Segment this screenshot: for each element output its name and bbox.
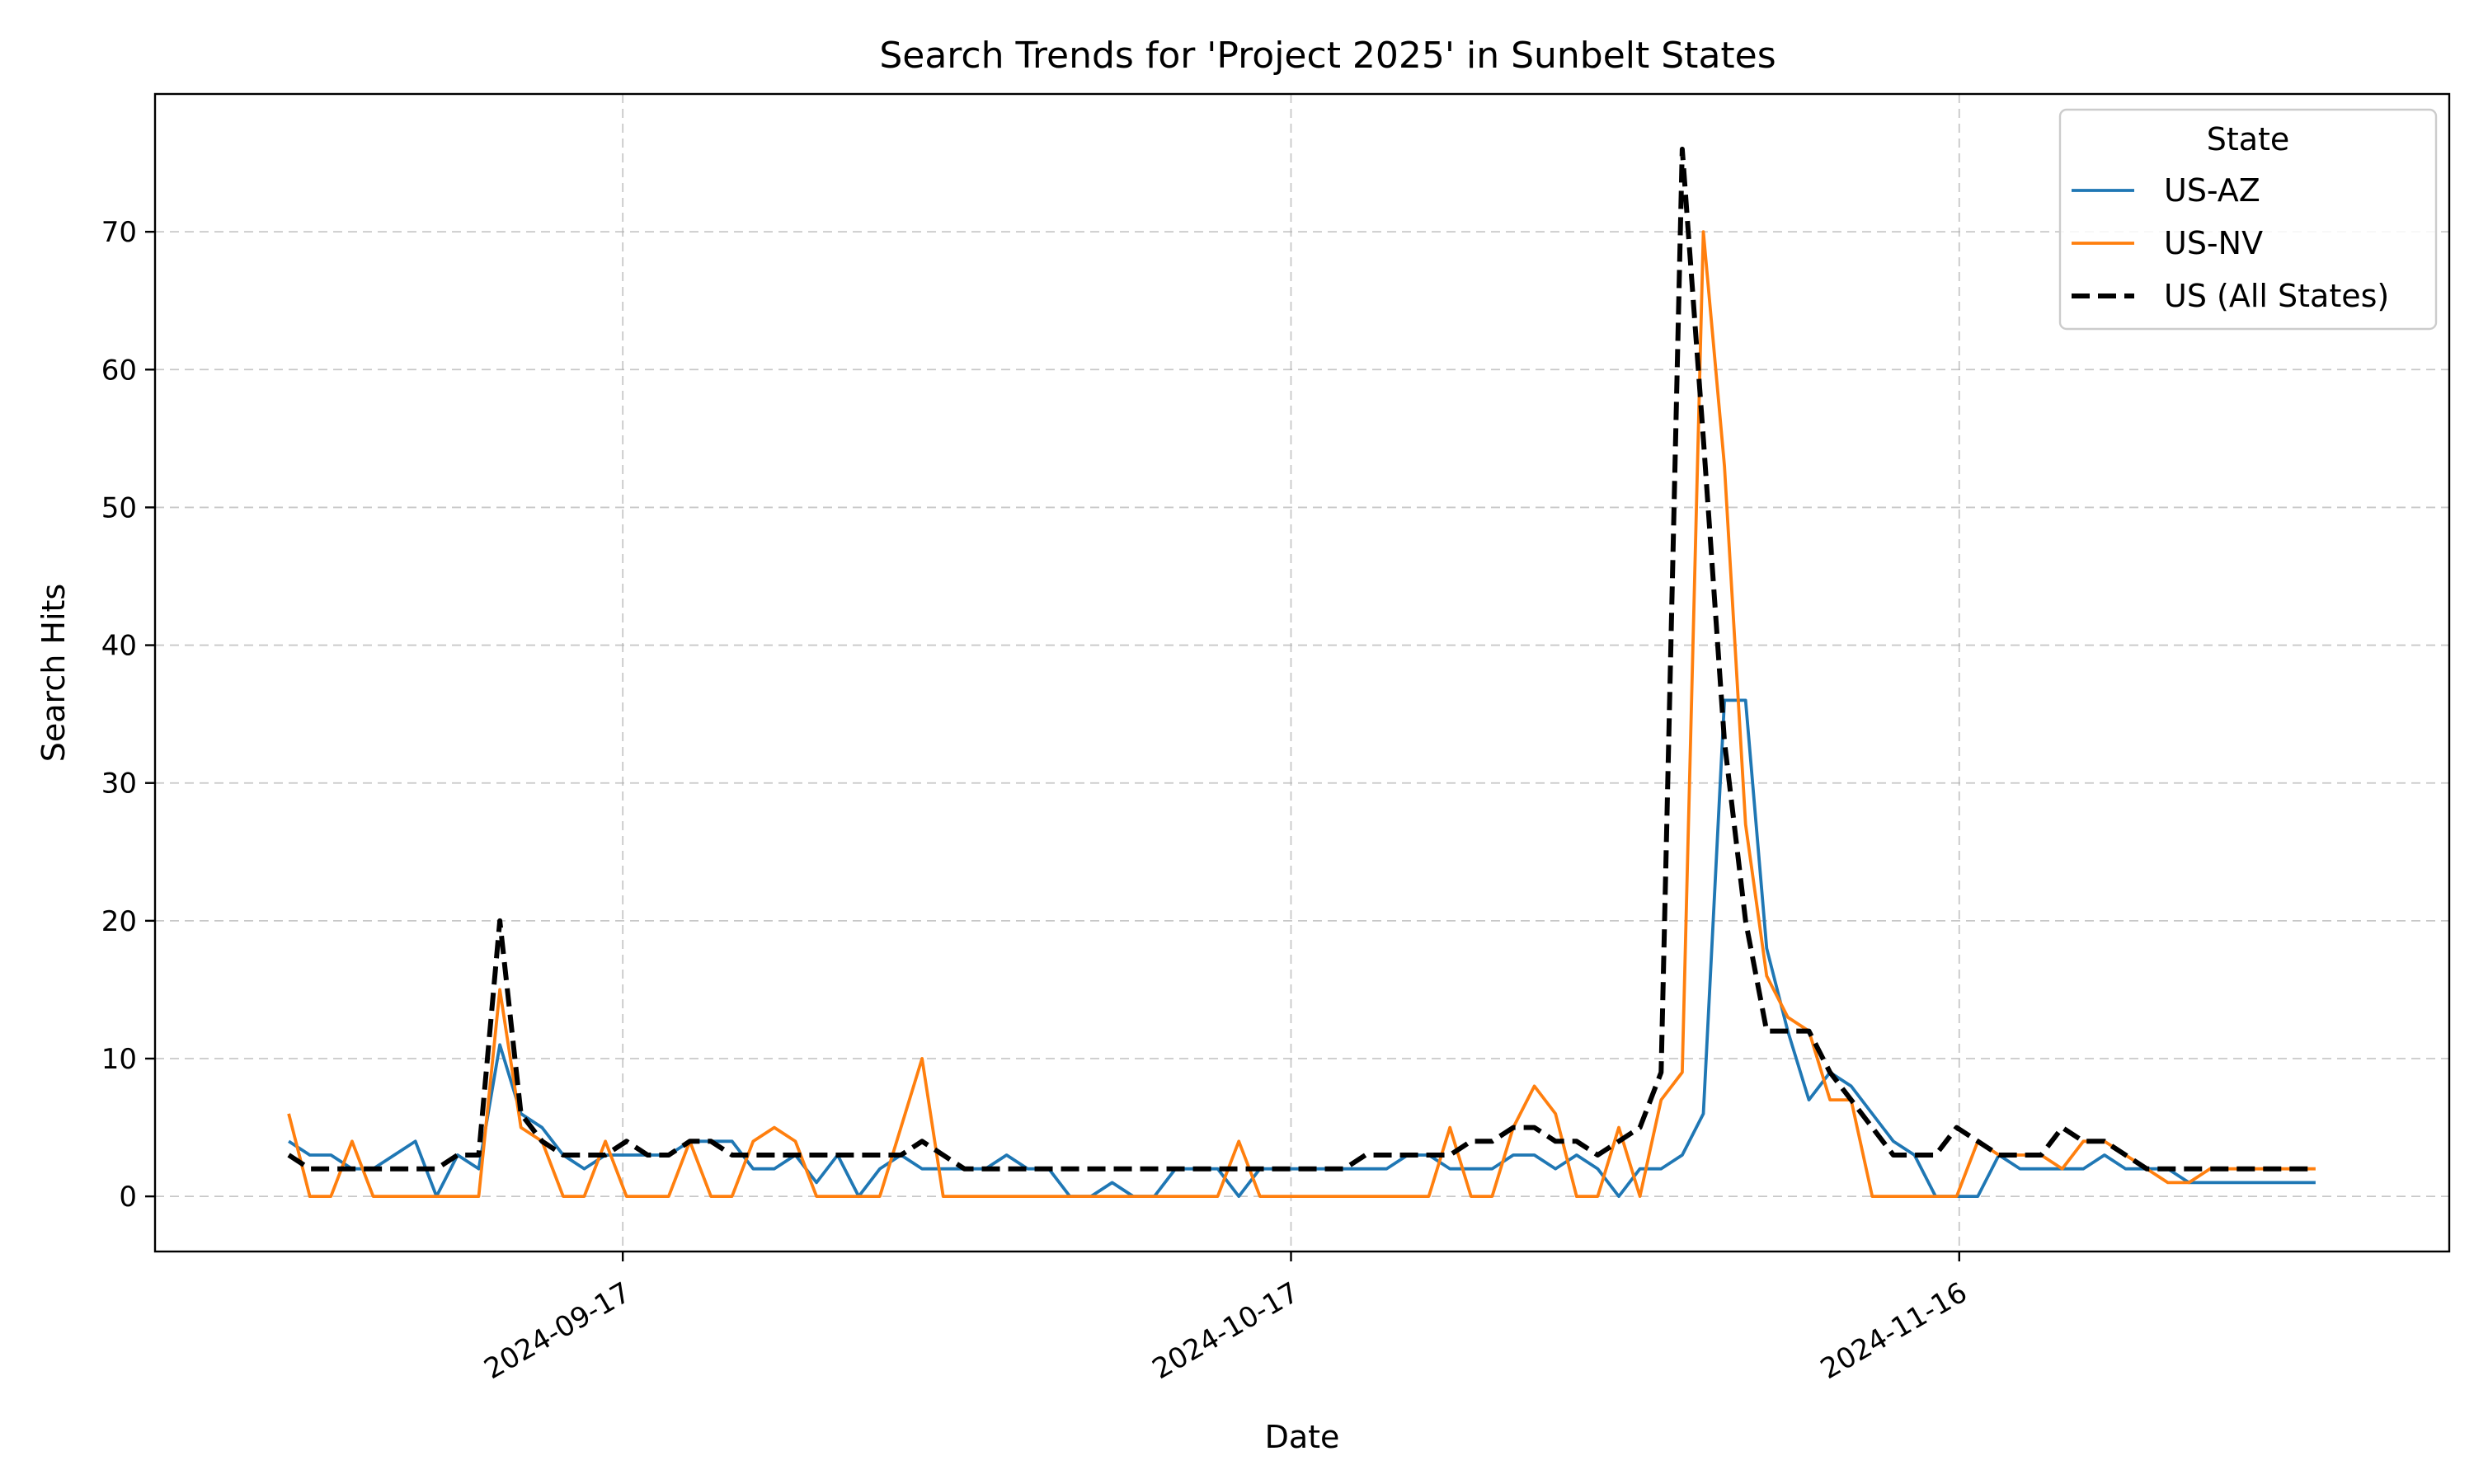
y-tick-label: 60	[101, 354, 137, 387]
y-tick-label: 50	[101, 491, 137, 524]
legend-label-2: US (All States)	[2164, 278, 2389, 314]
y-tick-label: 40	[101, 630, 137, 663]
y-tick-label: 30	[101, 768, 137, 801]
y-tick-label: 70	[101, 216, 137, 249]
grid	[155, 94, 2449, 1252]
series-line-2	[287, 146, 2316, 1172]
axis-ticks: 0 10 20 30 40 50 60 70 2024-09-17 2024-10-17 2024-…	[101, 216, 1973, 1386]
plot-area-frame	[153, 92, 2451, 1253]
legend-label-0: US-AZ	[2164, 172, 2260, 209]
x-tick-label: 2024-10-17	[1147, 1276, 1305, 1386]
y-tick-label: 10	[101, 1043, 137, 1076]
x-tick-label: 2024-11-16	[1815, 1276, 1973, 1386]
x-tick-label: 2024-09-17	[478, 1276, 636, 1386]
chart-title: Search Trends for 'Project 2025' in Sunb…	[879, 35, 1776, 77]
series-line-0	[288, 698, 2316, 1198]
x-axis-label: Date	[1265, 1419, 1340, 1455]
legend-label-1: US-NV	[2164, 225, 2263, 261]
y-axis-label: Search Hits	[35, 584, 72, 762]
legend: State US-AZ US-NV US (All States)	[2058, 108, 2438, 331]
series-line-1	[287, 230, 2316, 1198]
legend-box	[2058, 108, 2438, 331]
y-tick-label: 0	[119, 1181, 137, 1214]
y-tick-label: 20	[101, 905, 137, 938]
series-lines	[287, 146, 2316, 1198]
legend-title: State	[2207, 121, 2290, 157]
